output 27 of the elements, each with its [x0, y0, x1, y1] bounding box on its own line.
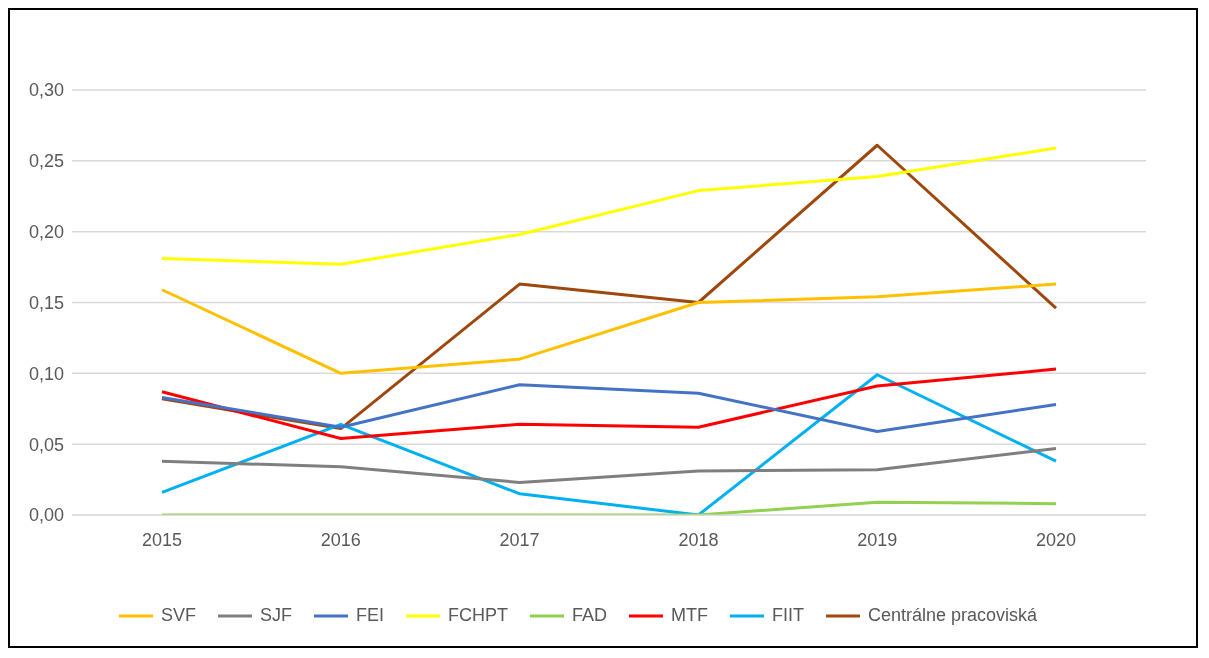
x-tick-label: 2018: [678, 529, 719, 550]
line-series: [160, 446, 1058, 484]
x-tick-label: 2020: [1035, 529, 1077, 550]
legend-label: MTF: [670, 605, 708, 626]
legend-label: FAD: [571, 605, 607, 626]
line-series: [160, 383, 1058, 433]
y-tick-label: 0,30: [28, 80, 64, 101]
legend-label: SJF: [259, 605, 292, 626]
y-tick-label: 0,15: [28, 292, 64, 313]
y-tick-label: 0,10: [28, 363, 64, 384]
y-tick-label: 0,20: [28, 222, 64, 243]
legend-label: SVF: [160, 605, 196, 626]
x-tick-label: 2017: [499, 529, 540, 550]
y-tick-label: 0,00: [28, 505, 64, 526]
line-series: [160, 367, 1058, 440]
line-series: [160, 373, 1058, 515]
x-tick-label: 2019: [857, 529, 898, 550]
legend-label: FEI: [355, 605, 384, 626]
x-tick-label: 2016: [320, 529, 361, 550]
y-tick-label: 0,25: [28, 151, 64, 172]
legend-label: FCHPT: [447, 605, 508, 626]
line-series: [160, 146, 1058, 266]
y-tick-label: 0,05: [28, 434, 64, 455]
legend-label: FIIT: [771, 605, 804, 626]
line-series: [160, 282, 1058, 375]
legend-label: Centrálne pracoviská: [867, 605, 1038, 626]
x-tick-label: 2015: [141, 529, 183, 550]
